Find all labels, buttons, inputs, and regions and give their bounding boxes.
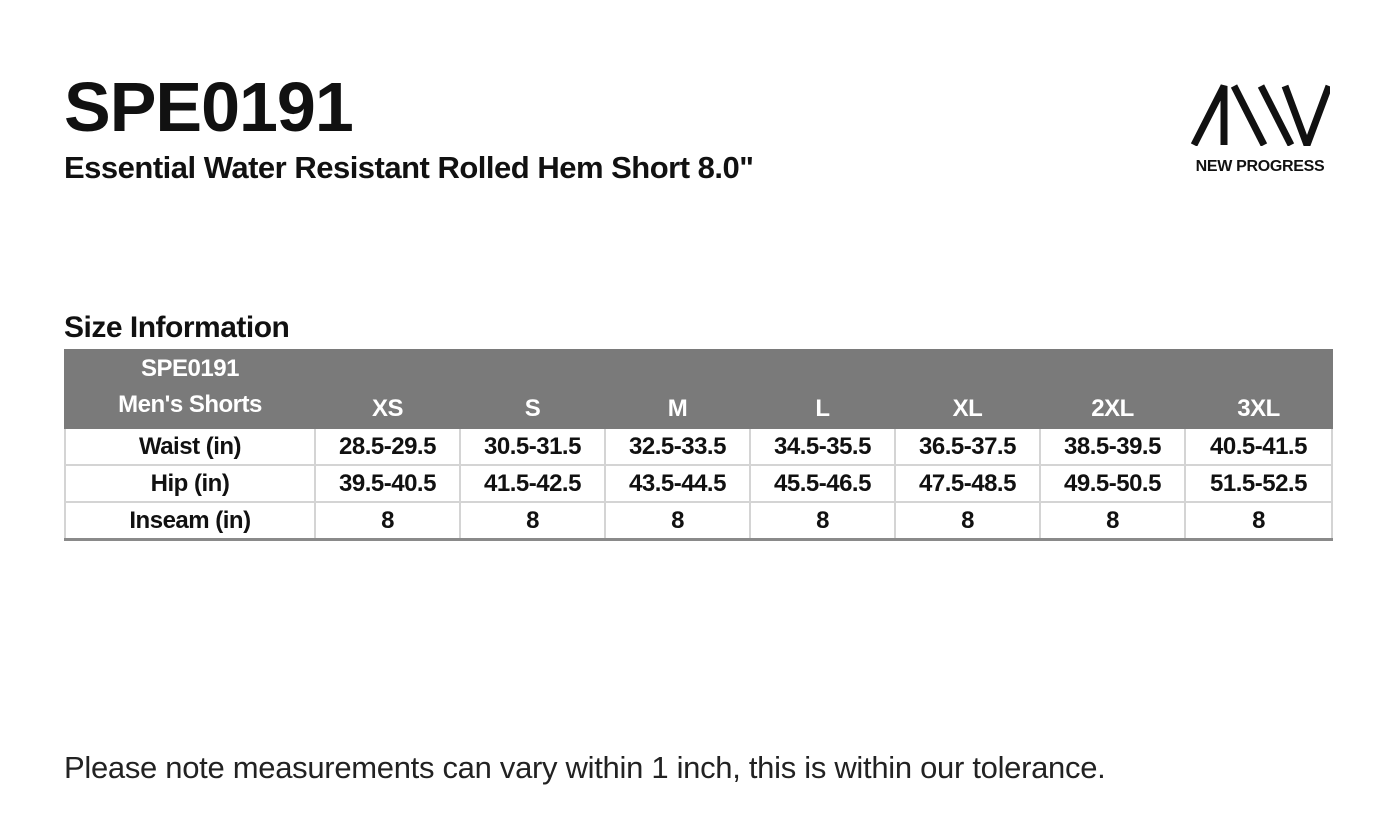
section-title: Size Information (64, 311, 290, 344)
table-cell: 8 (1039, 501, 1186, 541)
row-label: Hip (in) (64, 464, 316, 503)
table-cell: 32.5-33.5 (604, 427, 751, 466)
table-row: Hip (in) 39.5-40.5 41.5-42.5 43.5-44.5 4… (64, 464, 1333, 503)
table-cell: 41.5-42.5 (459, 464, 606, 503)
table-cell: 51.5-52.5 (1184, 464, 1333, 503)
size-header: 3XL (1184, 349, 1333, 429)
table-cell: 8 (604, 501, 751, 541)
table-cell: 45.5-46.5 (749, 464, 896, 503)
brand-tagline: NEW PROGRESS (1195, 158, 1325, 175)
table-cell: 39.5-40.5 (314, 464, 461, 503)
table-cell: 40.5-41.5 (1184, 427, 1333, 466)
row-label: Waist (in) (64, 427, 316, 466)
table-cell: 47.5-48.5 (894, 464, 1041, 503)
table-cell: 8 (1184, 501, 1333, 541)
table-header-row: SPE0191 Men's Shorts XS S M L XL 2XL 3XL (64, 349, 1333, 429)
product-name: Essential Water Resistant Rolled Hem Sho… (64, 150, 754, 185)
size-header: S (459, 349, 606, 429)
size-header: L (749, 349, 896, 429)
corner-line-category: Men's Shorts (118, 391, 262, 418)
table-cell: 38.5-39.5 (1039, 427, 1186, 466)
table-cell: 43.5-44.5 (604, 464, 751, 503)
size-table: SPE0191 Men's Shorts XS S M L XL 2XL 3XL… (64, 349, 1333, 541)
row-label: Inseam (in) (64, 501, 316, 541)
table-cell: 8 (314, 501, 461, 541)
table-cell: 8 (459, 501, 606, 541)
table-row: Waist (in) 28.5-29.5 30.5-31.5 32.5-33.5… (64, 427, 1333, 466)
size-header: 2XL (1039, 349, 1186, 429)
size-header: XL (894, 349, 1041, 429)
product-code: SPE0191 (64, 68, 354, 146)
table-cell: 30.5-31.5 (459, 427, 606, 466)
size-header: XS (314, 349, 461, 429)
size-header: M (604, 349, 751, 429)
corner-line-code: SPE0191 (141, 355, 239, 382)
table-cell: 49.5-50.5 (1039, 464, 1186, 503)
table-cell: 8 (749, 501, 896, 541)
table-cell: 36.5-37.5 (894, 427, 1041, 466)
corner-header: SPE0191 Men's Shorts (64, 349, 316, 429)
tolerance-note: Please note measurements can vary within… (64, 750, 1106, 785)
table-row: Inseam (in) 8 8 8 8 8 8 8 (64, 501, 1333, 541)
table-cell: 8 (894, 501, 1041, 541)
brand-logo: NEW PROGRESS (1188, 84, 1332, 176)
table-cell: 28.5-29.5 (314, 427, 461, 466)
aiiv-logo-icon (1190, 84, 1330, 146)
table-cell: 34.5-35.5 (749, 427, 896, 466)
